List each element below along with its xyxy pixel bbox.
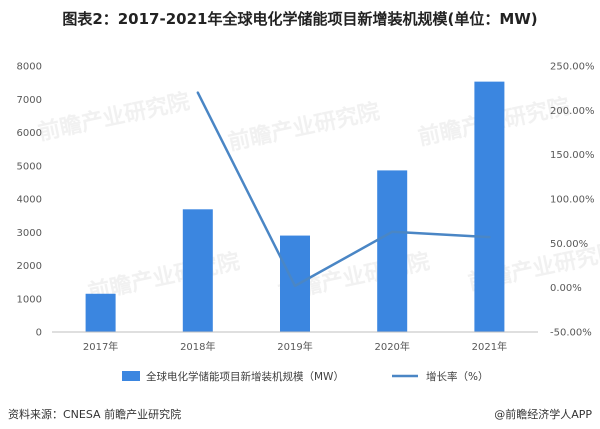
left-tick-label: 1000 [17, 294, 42, 305]
left-tick-label: 3000 [17, 228, 42, 239]
x-axis: 2017年 2018年 2019年 2020年 2021年 [52, 331, 538, 353]
left-tick-label: 5000 [17, 161, 42, 172]
left-tick-label: 7000 [17, 95, 42, 106]
right-axis: -50.00% 0.00% 50.00% 100.00% 150.00% 200.00% 2… [550, 62, 595, 339]
right-tick-label: 50.00% [550, 239, 588, 250]
right-tick-label: 0.00% [550, 283, 582, 294]
line-point [293, 284, 297, 288]
x-tick-label: 2020年 [374, 340, 409, 353]
bar [377, 170, 408, 332]
left-axis: 0 1000 2000 3000 4000 5000 6000 7000 8000 [17, 62, 42, 339]
line-point [488, 235, 491, 239]
right-tick-label: -50.00% [550, 328, 592, 339]
line-point [391, 230, 394, 234]
left-tick-label: 8000 [17, 62, 42, 73]
legend-bar-label: 全球电化学储能项目新增装机规模（MW） [146, 370, 344, 383]
chart-title: 图表2：2017-2021年全球电化学储能项目新增装机规模(单位：MW) [62, 10, 538, 28]
bar [85, 293, 116, 332]
legend: 全球电化学储能项目新增装机规模（MW） 增长率（%） [122, 370, 488, 383]
brand-note: @前瞻经济学人APP [494, 408, 592, 421]
line-series [196, 91, 491, 288]
source-note: 资料来源：CNESA 前瞻产业研究院 [8, 408, 182, 421]
legend-line-label: 增长率（%） [426, 370, 488, 383]
watermark-text: 前瞻产业研究院 [226, 98, 382, 155]
legend-bar-swatch [122, 371, 140, 381]
right-tick-label: 250.00% [550, 62, 595, 73]
right-tick-label: 200.00% [550, 106, 595, 117]
bar-series [85, 81, 505, 332]
chart-canvas: 前瞻产业研究院前瞻产业研究院前瞻产业研究院前瞻产业研究院前瞻产业研究院前瞻产业研… [17, 62, 600, 384]
left-tick-label: 0 [36, 328, 42, 339]
watermark-text: 前瞻产业研究院 [36, 88, 192, 145]
bar [182, 209, 213, 332]
x-tick-label: 2019年 [277, 340, 312, 353]
x-tick-label: 2021年 [472, 340, 507, 353]
right-tick-label: 100.00% [550, 195, 595, 206]
line-point [196, 91, 199, 94]
footer: 资料来源：CNESA 前瞻产业研究院 @前瞻经济学人APP [0, 406, 600, 424]
right-tick-label: 150.00% [550, 150, 595, 161]
left-tick-label: 4000 [17, 195, 42, 206]
left-tick-label: 6000 [17, 128, 42, 139]
x-tick-label: 2017年 [83, 340, 118, 353]
growth-line [196, 92, 490, 288]
left-tick-label: 2000 [17, 261, 42, 272]
x-tick-label: 2018年 [180, 340, 215, 353]
bar [474, 81, 505, 332]
